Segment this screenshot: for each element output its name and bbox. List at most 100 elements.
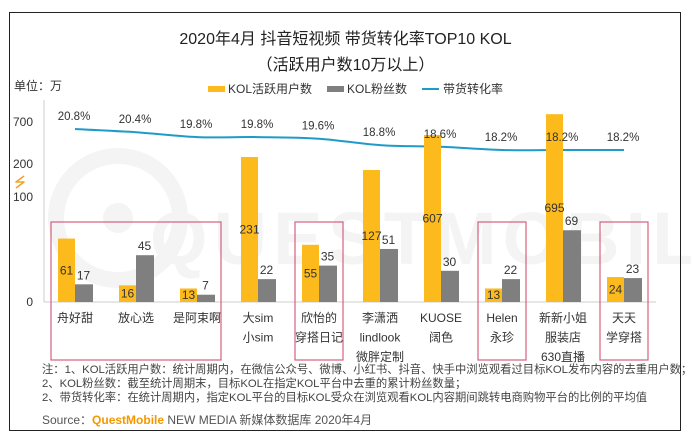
source-line: Source：QuestMobile NEW MEDIA 新媒体数据库 2020… <box>42 411 372 428</box>
bar-active-users <box>302 244 319 302</box>
bar-active-users <box>607 277 624 302</box>
data-label-active-users: 13 <box>182 288 196 302</box>
bar-fans <box>75 284 93 302</box>
bar-fans <box>197 294 215 302</box>
bar-active-users <box>424 135 441 302</box>
bar-fans <box>502 279 520 302</box>
data-label-active-users: 13 <box>487 288 501 302</box>
source-rest: NEW MEDIA 新媒体数据库 2020年4月 <box>164 413 373 427</box>
footnote-1: 注：1、KOL活跃用户数：统计周期内，在微信公众号、微博、小红书、抖音、快手中浏… <box>42 364 691 376</box>
category-label: KUOSE 阔色 <box>420 311 462 345</box>
category-label-line: 微胖定制 <box>356 349 404 364</box>
legend: KOL活跃用户数 KOL粉丝数 带货转化率 <box>208 80 518 97</box>
bar-active-users <box>485 288 502 302</box>
category-label-line: 小sim <box>243 331 274 345</box>
bar-fans <box>136 255 154 302</box>
chart-frame <box>9 12 681 431</box>
category-label-line: 630直播 <box>541 350 585 364</box>
category-label-line: 放心选 <box>118 310 154 325</box>
category-label: 是阿束啊 <box>173 311 221 325</box>
y-tick-label: 700 <box>13 115 33 129</box>
data-label-active-users: 24 <box>609 283 623 297</box>
data-label-fans: 35 <box>321 250 335 264</box>
data-label-fans: 22 <box>504 263 518 277</box>
category-label-line: 李潇洒 <box>362 310 398 325</box>
chart-title: 2020年4月 抖音短视频 带货转化率TOP10 KOL <box>179 31 512 48</box>
data-label-active-users: 61 <box>60 263 74 277</box>
data-label-conversion-rate: 18.2% <box>546 132 579 144</box>
footnote-3: 2、带货转化率：在统计周期内，指定KOL平台的目标KOL受众在浏览观看KOL内容… <box>42 392 648 404</box>
watermark-text: QUESTMOBILE <box>150 197 691 280</box>
data-label-active-users: 16 <box>121 287 135 301</box>
highlight-box <box>294 221 344 361</box>
legend-label-active-users: KOL活跃用户数 <box>228 82 313 96</box>
data-label-fans: 69 <box>565 214 579 228</box>
category-label: 新新小姐服装店 630直播 <box>539 310 587 364</box>
category-label: 舟好甜 <box>57 311 93 325</box>
source-brand: QuestMobile <box>92 413 165 427</box>
category-label-line: 服装店 <box>545 331 581 345</box>
data-label-conversion-rate: 19.8% <box>180 119 213 131</box>
category-label-line: 穿搭日记 <box>295 330 343 345</box>
data-label-active-users: 55 <box>304 266 318 280</box>
category-label-line: Helen <box>486 311 517 325</box>
bar-active-users <box>363 170 380 302</box>
data-label-conversion-rate: 18.2% <box>607 132 640 144</box>
footnote-2: 2、KOL粉丝数：截至统计周期末，目标KOL在指定KOL平台中去重的累计粉丝数量… <box>42 378 467 390</box>
footnotes: 注：1、KOL活跃用户数：统计周期内，在微信公众号、微博、小红书、抖音、快手中浏… <box>42 363 691 405</box>
watermark-logo-dot <box>103 203 133 233</box>
category-label-line: 天天 <box>612 311 636 325</box>
y-tick-label: 200 <box>13 157 33 171</box>
chart-subtitle: （活跃用户数10万以上） <box>256 57 435 74</box>
bar-active-users <box>119 285 136 302</box>
bar-active-users <box>241 157 258 302</box>
conversion-rate-line <box>74 128 624 152</box>
highlight-box <box>50 221 222 361</box>
data-label-fans: 7 <box>202 279 209 293</box>
category-label: 放心选 <box>118 310 154 325</box>
bar-active-users <box>180 288 197 302</box>
unit-label: 单位：万 <box>14 79 63 93</box>
data-label-conversion-rate: 18.2% <box>485 132 518 144</box>
data-label-active-users: 231 <box>239 223 259 237</box>
category-label-line: KUOSE <box>420 311 462 325</box>
data-label-conversion-rate: 18.8% <box>363 127 396 139</box>
legend-item-active-users: KOL活跃用户数 <box>208 80 312 97</box>
legend-swatch-conversion-rate <box>422 87 440 90</box>
y-tick-label: 0 <box>26 295 33 309</box>
legend-item-fans: KOL粉丝数 <box>327 80 407 97</box>
category-label-line: 阔色 <box>429 331 453 345</box>
data-label-active-users: 127 <box>361 229 381 243</box>
category-label-line: 永珍 <box>490 331 514 345</box>
bar-fans <box>319 265 337 302</box>
category-label: 大sim 小sim <box>243 311 274 345</box>
category-label-line: 欣怡的 <box>301 310 337 325</box>
data-label-fans: 51 <box>382 233 396 247</box>
category-label-line: 新新小姐 <box>539 310 587 325</box>
legend-item-conversion-rate: 带货转化率 <box>422 80 503 97</box>
lightning-break-icon <box>15 175 25 189</box>
category-label: 李潇洒 lindlook 微胖定制 <box>356 310 404 364</box>
category-label-line: 学穿搭 <box>606 330 642 345</box>
data-label-fans: 22 <box>260 263 274 277</box>
legend-swatch-fans <box>327 85 345 92</box>
legend-swatch-active-users <box>208 85 225 92</box>
bar-fans <box>624 278 642 302</box>
data-label-fans: 30 <box>443 255 457 269</box>
data-label-conversion-rate: 19.8% <box>241 119 274 131</box>
y-tick-label: 100 <box>13 190 33 204</box>
data-label-fans: 45 <box>138 239 152 253</box>
data-label-active-users: 695 <box>544 201 564 215</box>
bar-fans <box>258 279 276 302</box>
category-label-line: 大sim <box>243 311 274 325</box>
category-label: Helen 永珍 <box>486 311 517 345</box>
category-label-line: lindlook <box>360 331 402 345</box>
highlight-box <box>599 221 649 361</box>
category-label: 欣怡的穿搭日记 <box>295 310 343 345</box>
data-label-conversion-rate: 20.8% <box>58 111 91 123</box>
data-label-conversion-rate: 20.4% <box>119 114 152 126</box>
category-label-line: 是阿束啊 <box>173 311 221 325</box>
legend-label-conversion-rate: 带货转化率 <box>443 82 504 96</box>
data-label-conversion-rate: 19.6% <box>302 121 335 133</box>
